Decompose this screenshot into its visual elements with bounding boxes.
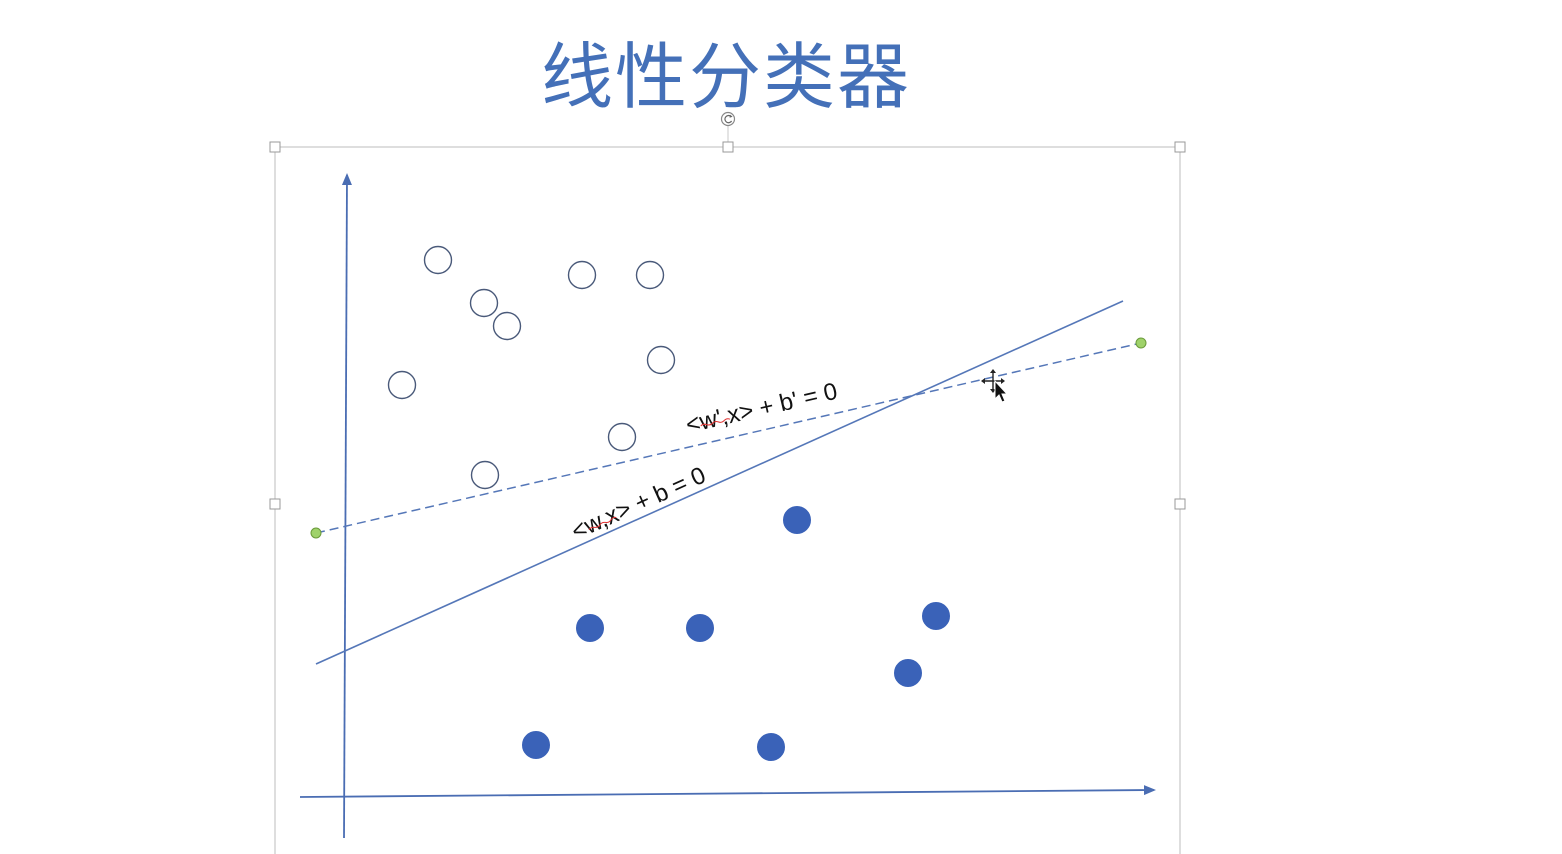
selection-frame: [274, 146, 1181, 854]
resize-handle-top[interactable]: [722, 141, 734, 153]
hollow-data-point: [567, 260, 597, 290]
dashed-boundary-line[interactable]: [315, 342, 1142, 534]
x-axis: [299, 785, 1156, 798]
decision-boundary-equation: <w,x> + b = 0: [567, 462, 710, 546]
filled-data-point: [576, 614, 604, 642]
filled-data-point: [686, 614, 714, 642]
filled-data-point: [894, 659, 922, 687]
line-endpoint-handle-right[interactable]: [1135, 337, 1147, 349]
hollow-data-point: [635, 260, 665, 290]
spellcheck-underline: [588, 516, 617, 531]
hollow-data-point: [423, 245, 453, 275]
resize-handle-left[interactable]: [269, 498, 281, 510]
resize-handle-right[interactable]: [1174, 498, 1186, 510]
hollow-data-point: [492, 311, 522, 341]
hollow-data-point: [470, 460, 500, 490]
hollow-data-point: [646, 345, 676, 375]
hollow-data-point: [387, 370, 417, 400]
filled-data-point: [522, 731, 550, 759]
filled-data-point: [783, 506, 811, 534]
decision-boundary-line: [315, 300, 1124, 665]
line-endpoint-handle-left[interactable]: [310, 527, 322, 539]
hollow-data-point: [607, 422, 637, 452]
spellcheck-underline: [700, 418, 731, 427]
filled-data-point: [757, 733, 785, 761]
dashed-boundary-equation: <w',x> + b' = 0: [683, 378, 840, 439]
resize-handle-top-right[interactable]: [1174, 141, 1186, 153]
resize-handle-top-left[interactable]: [269, 141, 281, 153]
filled-data-point: [922, 602, 950, 630]
move-cursor-icon: [981, 369, 1009, 403]
hollow-data-point: [469, 288, 499, 318]
rotate-icon[interactable]: [720, 111, 736, 127]
slide-title: 线性分类器: [540, 35, 911, 119]
y-axis: [341, 173, 352, 839]
